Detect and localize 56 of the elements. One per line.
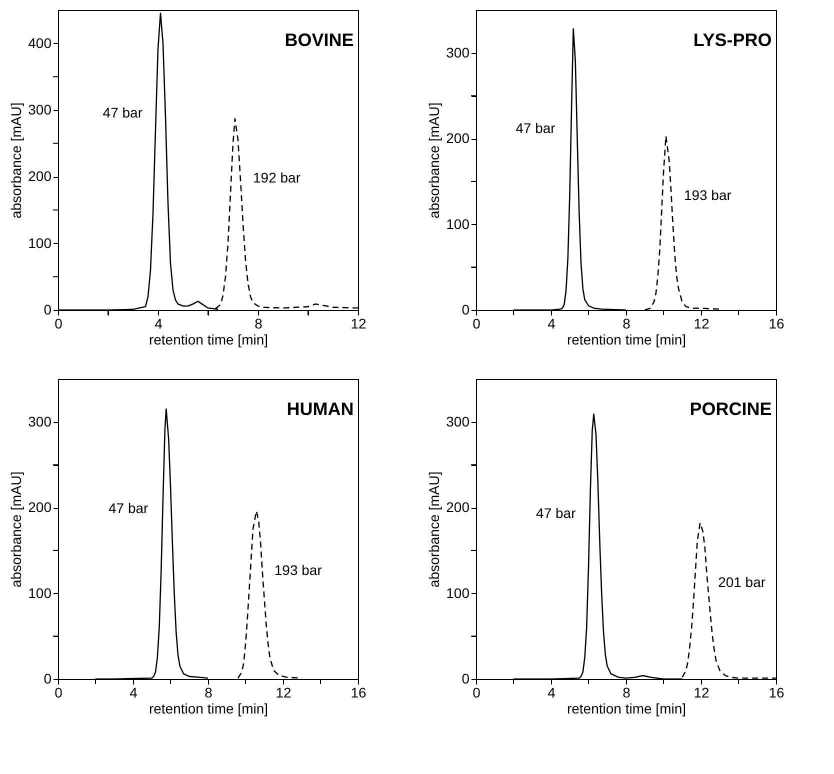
text: PORCINE bbox=[690, 399, 772, 419]
x-tick-label: 12 bbox=[694, 316, 710, 332]
x-tick-label: 4 bbox=[130, 684, 138, 700]
y-tick-label: 0 bbox=[462, 302, 470, 318]
x-tick-label: 0 bbox=[54, 684, 63, 700]
series-label: 47 bar bbox=[516, 120, 556, 136]
y-tick-label: 300 bbox=[28, 102, 52, 118]
x-tick-label: 12 bbox=[350, 316, 366, 332]
text: BOVINE bbox=[284, 30, 354, 50]
y-tick-label: 0 bbox=[462, 670, 470, 686]
series-label: 201 bar bbox=[718, 574, 766, 590]
series-label: 47 bar bbox=[536, 505, 576, 522]
y-tick-label: 0 bbox=[44, 670, 52, 686]
x-tick-label: 16 bbox=[768, 684, 784, 700]
x-tick-label: 8 bbox=[254, 316, 263, 332]
y-tick-label: 200 bbox=[28, 499, 52, 516]
series-label: 193 bar bbox=[684, 187, 732, 203]
x-tick-label: 4 bbox=[154, 316, 163, 332]
x-tick-label: 12 bbox=[694, 684, 710, 700]
text: HUMAN bbox=[286, 399, 354, 419]
x-tick-label: 0 bbox=[472, 316, 481, 332]
series-label: 193 bar bbox=[274, 562, 322, 578]
x-axis-title: retention time [min] bbox=[148, 332, 268, 348]
y-tick-label: 300 bbox=[446, 413, 470, 430]
y-tick-label: 100 bbox=[446, 216, 470, 232]
x-axis-title: retention time [min] bbox=[566, 700, 686, 716]
series-label: 47 bar bbox=[108, 500, 149, 516]
y-tick-label: 300 bbox=[28, 413, 52, 430]
series-label: 47 bar bbox=[102, 104, 143, 120]
x-axis-title: retention time [min] bbox=[566, 332, 686, 348]
y-tick-label: 100 bbox=[28, 234, 52, 251]
x-tick-label: 8 bbox=[622, 316, 631, 332]
x-tick-label: 0 bbox=[472, 684, 481, 700]
y-axis-title: absorbance [mAU] bbox=[8, 102, 24, 218]
x-tick-label: 0 bbox=[54, 316, 63, 332]
y-axis-title: absorbance [mAU] bbox=[8, 472, 24, 588]
x-tick-label: 16 bbox=[768, 316, 784, 332]
x-tick-label: 16 bbox=[350, 684, 366, 700]
text: LYS-PRO bbox=[693, 30, 772, 50]
y-tick-label: 100 bbox=[446, 584, 470, 601]
y-tick-label: 0 bbox=[44, 302, 52, 318]
y-tick-label: 200 bbox=[446, 499, 470, 516]
x-tick-label: 12 bbox=[276, 684, 292, 700]
y-tick-label: 300 bbox=[446, 44, 470, 60]
y-axis-title: absorbance [mAU] bbox=[426, 102, 442, 218]
y-tick-label: 100 bbox=[28, 584, 52, 601]
y-tick-label: 200 bbox=[446, 130, 470, 146]
x-tick-label: 4 bbox=[548, 684, 556, 700]
x-axis-title: retention time [min] bbox=[148, 700, 268, 716]
x-tick-label: 4 bbox=[548, 316, 556, 332]
x-tick-label: 8 bbox=[622, 684, 631, 700]
series-label: 192 bar bbox=[253, 170, 301, 186]
x-tick-label: 8 bbox=[204, 684, 213, 700]
y-axis-title: absorbance [mAU] bbox=[426, 472, 442, 588]
y-tick-label: 200 bbox=[28, 168, 52, 184]
y-tick-label: 400 bbox=[28, 34, 52, 51]
